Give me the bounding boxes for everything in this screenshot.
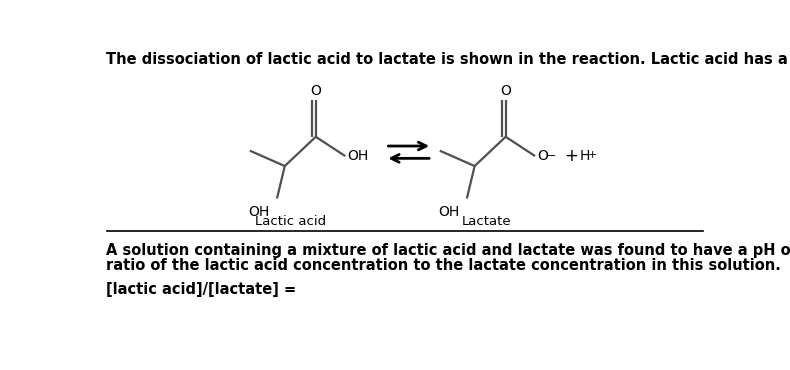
Text: +: + xyxy=(565,147,578,165)
Text: OH: OH xyxy=(438,205,459,219)
Text: O: O xyxy=(310,84,322,98)
Text: −: − xyxy=(547,151,556,161)
Text: O: O xyxy=(500,84,511,98)
Text: A solution containing a mixture of lactic acid and lactate was found to have a p: A solution containing a mixture of lacti… xyxy=(107,243,790,258)
Text: OH: OH xyxy=(348,149,369,163)
Text: [lactic acid]/[lactate] =: [lactic acid]/[lactate] = xyxy=(107,282,296,297)
Text: O: O xyxy=(537,149,548,163)
Text: H: H xyxy=(580,149,590,163)
Text: The dissociation of lactic acid to lactate is shown in the reaction. Lactic acid: The dissociation of lactic acid to lacta… xyxy=(107,52,790,67)
Text: Lactate: Lactate xyxy=(461,215,511,228)
Text: OH: OH xyxy=(248,205,269,219)
Text: +: + xyxy=(588,150,597,160)
Text: ratio of the lactic acid concentration to the lactate concentration in this solu: ratio of the lactic acid concentration t… xyxy=(107,259,781,273)
Text: Lactic acid: Lactic acid xyxy=(255,215,326,228)
